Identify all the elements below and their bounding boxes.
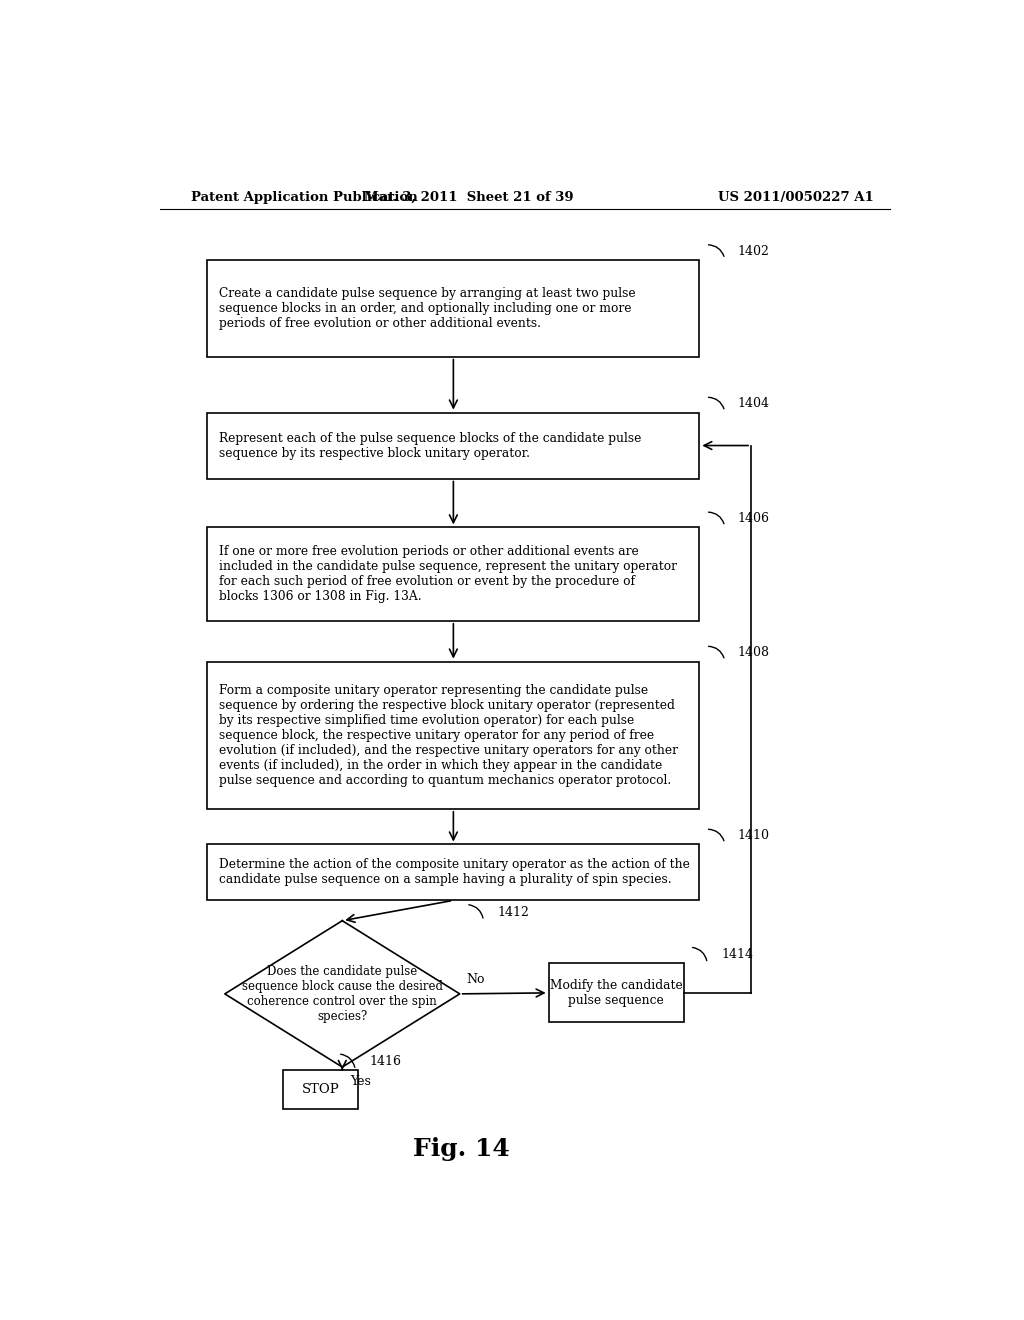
Text: 1402: 1402 xyxy=(737,246,769,257)
Text: 1408: 1408 xyxy=(737,647,769,660)
Text: 1404: 1404 xyxy=(737,397,769,411)
Text: 1414: 1414 xyxy=(722,948,754,961)
Bar xyxy=(207,413,699,479)
Bar xyxy=(283,1071,358,1109)
Text: 1412: 1412 xyxy=(498,906,529,919)
Text: Create a candidate pulse sequence by arranging at least two pulse
sequence block: Create a candidate pulse sequence by arr… xyxy=(219,286,636,330)
Text: Modify the candidate
pulse sequence: Modify the candidate pulse sequence xyxy=(550,979,682,1007)
Bar xyxy=(549,964,684,1022)
Text: Mar. 3, 2011  Sheet 21 of 39: Mar. 3, 2011 Sheet 21 of 39 xyxy=(365,190,574,203)
Bar xyxy=(207,528,699,620)
Text: Yes: Yes xyxy=(350,1076,371,1088)
Text: Determine the action of the composite unitary operator as the action of the
cand: Determine the action of the composite un… xyxy=(219,858,690,887)
Bar xyxy=(207,845,699,900)
Text: No: No xyxy=(466,973,484,986)
Text: Form a composite unitary operator representing the candidate pulse
sequence by o: Form a composite unitary operator repres… xyxy=(219,684,678,787)
Text: Fig. 14: Fig. 14 xyxy=(413,1138,510,1162)
Text: Patent Application Publication: Patent Application Publication xyxy=(191,190,418,203)
Bar xyxy=(207,661,699,809)
Bar xyxy=(207,260,699,356)
Text: 1410: 1410 xyxy=(737,829,769,842)
Text: Represent each of the pulse sequence blocks of the candidate pulse
sequence by i: Represent each of the pulse sequence blo… xyxy=(219,432,642,459)
Text: If one or more free evolution periods or other additional events are
included in: If one or more free evolution periods or… xyxy=(219,545,677,603)
Text: US 2011/0050227 A1: US 2011/0050227 A1 xyxy=(718,190,873,203)
Text: STOP: STOP xyxy=(302,1082,339,1096)
Text: Does the candidate pulse
sequence block cause the desired
coherence control over: Does the candidate pulse sequence block … xyxy=(242,965,442,1023)
Polygon shape xyxy=(225,921,460,1067)
Text: 1406: 1406 xyxy=(737,512,769,525)
Text: 1416: 1416 xyxy=(370,1055,401,1068)
